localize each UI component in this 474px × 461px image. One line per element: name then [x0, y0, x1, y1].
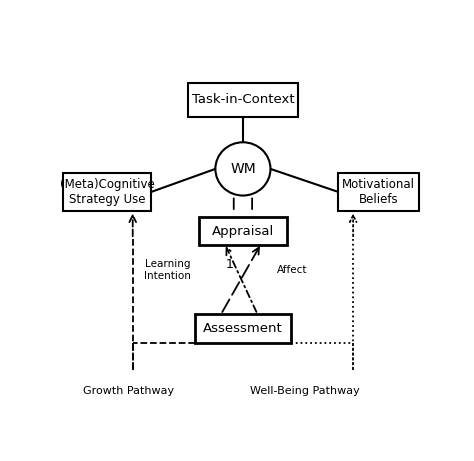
FancyBboxPatch shape [338, 173, 419, 211]
Text: Growth Pathway: Growth Pathway [83, 386, 174, 396]
Text: Learning
Intention: Learning Intention [144, 259, 191, 281]
Text: Appraisal: Appraisal [212, 225, 274, 237]
Text: WM: WM [230, 162, 256, 176]
Text: Affect: Affect [277, 265, 308, 275]
Text: Motivational
Beliefs: Motivational Beliefs [342, 178, 415, 206]
Text: (Meta)Cognitive
Strategy Use: (Meta)Cognitive Strategy Use [60, 178, 155, 206]
Text: Assessment: Assessment [203, 322, 283, 335]
Text: Well-Being Pathway: Well-Being Pathway [250, 386, 360, 396]
FancyBboxPatch shape [199, 217, 287, 245]
FancyBboxPatch shape [195, 314, 291, 343]
Circle shape [215, 142, 271, 195]
FancyBboxPatch shape [188, 83, 298, 117]
Text: Task-in-Context: Task-in-Context [191, 93, 294, 106]
FancyBboxPatch shape [63, 173, 151, 211]
Text: 1: 1 [226, 258, 234, 271]
